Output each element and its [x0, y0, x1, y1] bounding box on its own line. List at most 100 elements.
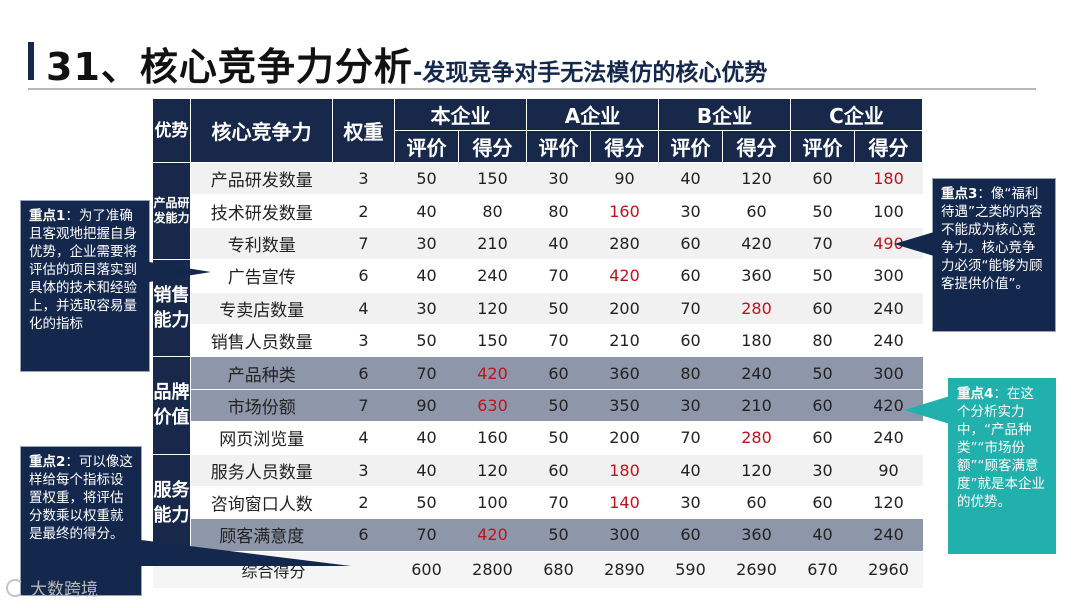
rating-cell: 50	[394, 323, 459, 357]
competency-name: 专利数量	[190, 226, 333, 260]
score-cell: 420	[458, 356, 527, 390]
score-cell: 350	[590, 388, 659, 422]
callout-point4-pointer	[904, 396, 950, 424]
competency-table: 优势 核心竞争力 权重 本企业 A企业 B企业 C企业 评价 得分 评价 得分 …	[152, 98, 924, 589]
weight-cell: 3	[332, 323, 395, 357]
header-company: C企业	[790, 98, 924, 131]
header-score: 得分	[722, 130, 792, 163]
rating-cell: 50	[394, 485, 459, 519]
score-cell: 120	[722, 161, 791, 195]
score-cell: 300	[854, 356, 923, 390]
score-cell: 240	[458, 259, 527, 293]
weight-cell: 4	[332, 291, 395, 325]
rating-cell: 40	[394, 259, 459, 293]
rating-cell: 70	[658, 291, 723, 325]
rating-cell: 60	[790, 388, 855, 422]
table-row: 产品研发能力 产品研发数量 3 50 150 30 90 40 120 60 180	[152, 161, 923, 261]
category-label: 品牌价值	[152, 356, 191, 455]
rating-cell: 40	[394, 194, 459, 228]
page-title: 31、核心竞争力分析 -发现竞争对手无法模仿的核心优势	[46, 36, 768, 89]
weight-cell: 3	[332, 161, 395, 195]
score-cell: 180	[854, 161, 923, 195]
table-row: 销售能力 广告宣传 6 40 240 70 420 60 360 50 300	[152, 259, 923, 358]
rating-cell: 40	[394, 421, 459, 455]
header-rating: 评价	[658, 130, 724, 163]
rating-cell: 70	[526, 259, 591, 293]
total-rating-cell: 670	[790, 550, 855, 589]
callout-point1: 重点1：为了准确且客观地把握自身优势，企业需要将评估的项目落实到具体的技术和经验…	[20, 200, 150, 372]
score-cell: 210	[458, 226, 527, 260]
rating-cell: 40	[394, 453, 459, 487]
rating-cell: 40	[658, 161, 723, 195]
callout-point3-body: ：像“福利待遇”之类的内容不能成为核心竞争力。核心竞争力必须“能够为顾客提供价值…	[941, 186, 1043, 292]
rating-cell: 70	[394, 518, 459, 552]
table-row: 品牌价值 产品种类 6 70 420 60 360 80 240 50 300	[152, 356, 923, 455]
rating-cell: 70	[790, 226, 855, 260]
rating-cell: 50	[790, 259, 855, 293]
rating-cell: 60	[526, 453, 591, 487]
competency-name: 销售人员数量	[190, 323, 333, 357]
score-cell: 280	[722, 421, 791, 455]
score-cell: 280	[722, 291, 791, 325]
rating-cell: 50	[790, 194, 855, 228]
rating-cell: 80	[526, 194, 591, 228]
score-cell: 240	[854, 291, 923, 325]
callout-point4: 重点4：在这个分析实力中，“产品种类”“市场份额”“顾客满意度”就是本企业的优势…	[948, 378, 1056, 554]
total-rating-cell: 590	[658, 550, 723, 589]
score-cell: 240	[854, 421, 923, 455]
score-cell: 630	[458, 388, 527, 422]
total-rating-cell: 600	[394, 550, 459, 589]
score-cell: 200	[590, 291, 659, 325]
header-company: B企业	[658, 98, 792, 131]
competency-name: 技术研发数量	[190, 194, 333, 228]
rating-cell: 30	[790, 453, 855, 487]
competency-name: 产品研发数量	[190, 161, 333, 195]
page-title-main: 31、核心竞争力分析	[46, 45, 413, 89]
score-cell: 200	[590, 421, 659, 455]
header-competency: 核心竞争力	[190, 98, 333, 163]
header-company: 本企业	[394, 98, 527, 131]
watermark: 大数跨境	[6, 575, 98, 600]
rating-cell: 40	[658, 453, 723, 487]
table-body: 产品研发能力 产品研发数量 3 50 150 30 90 40 120 60 180 技术研发数量 2 4…	[152, 161, 923, 589]
rating-cell: 60	[658, 226, 723, 260]
competency-name: 产品种类	[190, 356, 333, 390]
weight-cell: 7	[332, 388, 395, 422]
page-title-sub: -发现竞争对手无法模仿的核心优势	[412, 60, 768, 86]
score-cell: 240	[854, 323, 923, 357]
header-rating: 评价	[394, 130, 459, 163]
callout-point3-head: 重点3	[941, 186, 978, 202]
score-cell: 60	[722, 194, 791, 228]
score-cell: 100	[458, 485, 527, 519]
header-company: A企业	[525, 98, 660, 131]
table-row: 专利数量 7 30 210 40 280 60 420 70 490	[153, 226, 923, 260]
score-cell: 80	[458, 194, 527, 228]
table-row: 销售人员数量 3 50 150 70 210 60 180 80 240	[153, 323, 923, 357]
watermark-text: 大数跨境	[30, 580, 98, 600]
callout-point2: 重点2：可以像这样给每个指标设置权重，将评估分数乘以权重就是最终的得分。	[20, 446, 142, 596]
score-cell: 240	[722, 356, 791, 390]
score-cell: 420	[590, 259, 659, 293]
weight-cell: 4	[332, 421, 395, 455]
header-rating: 评价	[526, 130, 591, 163]
total-row: 综合得分 600 2800 680 2890 590 2690 670 2960	[152, 550, 923, 589]
score-cell: 120	[854, 485, 923, 519]
rating-cell: 30	[658, 388, 723, 422]
rating-cell: 60	[790, 291, 855, 325]
score-cell: 90	[854, 453, 923, 487]
rating-cell: 60	[526, 356, 591, 390]
callout-point4-head: 重点4	[957, 386, 994, 402]
table-row: 专卖店数量 4 30 120 50 200 70 280 60 240	[153, 291, 923, 325]
table-row: 咨询窗口人数 2 50 100 70 140 30 60 60 120	[153, 485, 923, 519]
rating-cell: 60	[790, 421, 855, 455]
score-cell: 140	[590, 485, 659, 519]
total-rating-cell: 680	[526, 550, 591, 589]
header-score: 得分	[854, 130, 924, 163]
rating-cell: 30	[658, 485, 723, 519]
score-cell: 360	[590, 356, 659, 390]
total-score-cell: 2890	[590, 550, 659, 589]
category-label: 产品研发能力	[152, 161, 191, 261]
rating-cell: 70	[526, 485, 591, 519]
score-cell: 150	[458, 161, 527, 195]
category-label: 服务能力	[152, 453, 191, 552]
